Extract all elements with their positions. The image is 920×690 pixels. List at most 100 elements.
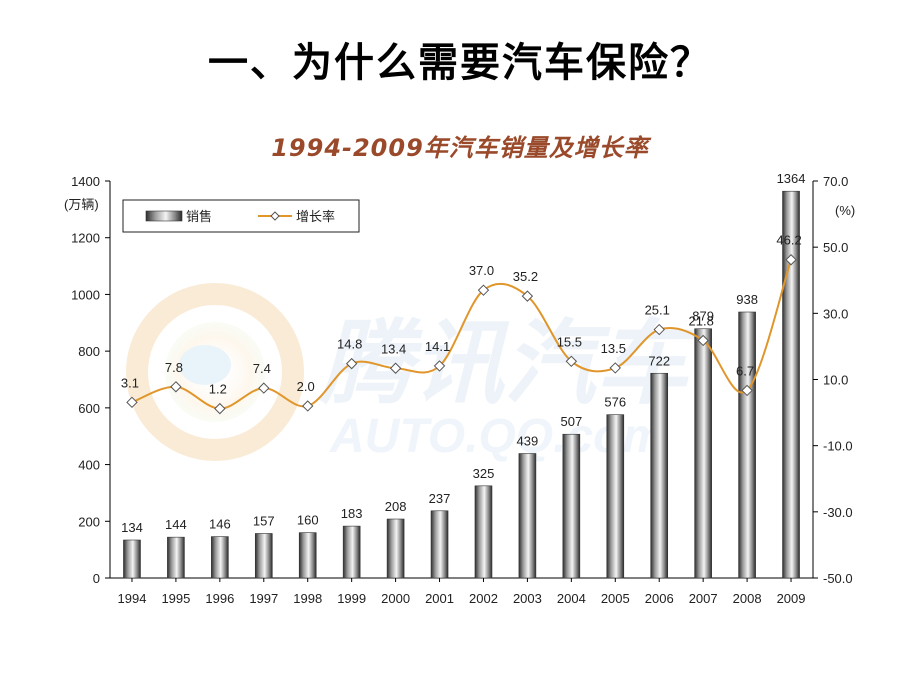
x-tick-label: 1999 <box>337 591 366 606</box>
legend-bar-label: 销售 <box>186 209 212 224</box>
x-tick-label: 2005 <box>601 591 630 606</box>
growth-rate-marker <box>609 362 621 374</box>
bar <box>167 536 185 579</box>
bar-series <box>123 190 800 579</box>
growth-rate-marker <box>433 360 446 372</box>
bar <box>694 328 712 579</box>
right-axis-unit: (%) <box>835 203 855 218</box>
legend-bar-swatch <box>145 210 183 222</box>
bar-value-label: 1364 <box>777 171 806 186</box>
legend: 销售 增长率 <box>122 199 360 233</box>
bar <box>298 532 317 579</box>
growth-rate-marker <box>653 323 665 336</box>
growth-rate-label: 13.5 <box>601 341 626 356</box>
bar <box>738 311 756 579</box>
growth-rate-label: 13.4 <box>381 341 406 356</box>
growth-rate-marker <box>170 381 182 393</box>
bar-value-label: 507 <box>560 414 582 429</box>
line-series <box>126 254 797 415</box>
growth-rate-marker <box>741 384 753 397</box>
bar-value-label: 879 <box>692 309 714 324</box>
left-tick-label: 1200 <box>71 231 100 246</box>
bar-value-label: 134 <box>121 520 143 535</box>
x-tick-label: 2008 <box>733 591 762 606</box>
chart-title: 1994-2009年汽车销量及增长率 <box>271 134 649 162</box>
growth-rate-label: 6.7 <box>736 363 754 378</box>
x-tick-label: 2002 <box>469 591 498 606</box>
bar-value-label: 439 <box>517 434 539 449</box>
bar-value-label: 144 <box>165 517 187 532</box>
bar <box>782 190 800 579</box>
right-axis-ticks: -50.0 -30.0 -10.0 10.0 30.0 50.0 70.0 <box>813 174 853 586</box>
bar <box>342 525 361 579</box>
x-tick-label: 1994 <box>118 591 147 606</box>
bar <box>650 372 669 579</box>
watermark-text-cn: 腾讯汽车 <box>319 313 699 415</box>
growth-rate-label: 2.0 <box>297 379 315 394</box>
growth-rate-label: 46.2 <box>776 233 801 248</box>
left-tick-label: 400 <box>78 458 100 473</box>
growth-rate-label: 14.8 <box>337 337 362 352</box>
bar <box>386 518 405 579</box>
legend-line-marker <box>270 211 280 221</box>
growth-rate-label: 21.8 <box>689 313 714 328</box>
growth-rate-label: 35.2 <box>513 269 538 284</box>
left-tick-label: 0 <box>93 571 100 586</box>
growth-rate-label: 7.8 <box>165 360 183 375</box>
bar <box>254 533 273 579</box>
growth-rate-label: 3.1 <box>121 375 139 390</box>
bar-value-label: 160 <box>297 513 319 528</box>
bar-value-label: 722 <box>648 353 670 368</box>
growth-rate-label: 7.4 <box>253 361 271 376</box>
legend-line-label: 增长率 <box>296 209 335 224</box>
growth-rate-marker <box>258 382 270 394</box>
growth-rate-label: 37.0 <box>469 263 494 278</box>
bar <box>518 453 537 579</box>
right-tick-label: 70.0 <box>823 174 848 189</box>
left-tick-label: 1000 <box>71 287 100 302</box>
growth-rate-marker <box>389 362 402 374</box>
bar-value-label: 146 <box>209 517 231 532</box>
growth-rate-marker <box>345 357 358 370</box>
bar <box>211 536 229 579</box>
watermark-logo-ring <box>126 283 304 461</box>
bar-value-label: 576 <box>604 395 626 410</box>
left-tick-label: 600 <box>78 401 100 416</box>
growth-rate-marker <box>565 355 578 368</box>
x-tick-label: 1995 <box>161 591 190 606</box>
x-tick-label: 1996 <box>205 591 234 606</box>
bar-value-label: 237 <box>429 491 451 506</box>
bar-data-labels: 134 144 146 157 160 183 208 237 325 439 507 576 722 8… <box>121 171 805 535</box>
right-tick-label: 50.0 <box>823 240 848 255</box>
right-tick-label: -30.0 <box>823 505 853 520</box>
right-tick-label: -50.0 <box>823 571 853 586</box>
right-tick-label: 10.0 <box>823 373 848 388</box>
x-tick-label: 2000 <box>381 591 410 606</box>
bar <box>123 539 141 579</box>
right-tick-label: 30.0 <box>823 306 848 321</box>
x-tick-label: 2004 <box>557 591 586 606</box>
bar <box>606 414 625 579</box>
bar <box>474 485 493 579</box>
growth-rate-marker <box>697 334 709 347</box>
left-tick-label: 800 <box>78 344 100 359</box>
growth-rate-marker <box>785 254 797 266</box>
growth-rate-marker <box>521 290 534 302</box>
left-axis-ticks: 0 200 400 600 800 1000 1200 1400 <box>71 174 110 586</box>
x-axis-labels: 1994 1995 1996 1997 1998 1999 2000 2001 2002 2003… <box>118 578 805 606</box>
growth-rate-marker <box>302 400 314 412</box>
growth-rate-marker <box>214 402 226 415</box>
left-axis-unit: (万辆) <box>64 197 99 212</box>
right-tick-label: -10.0 <box>823 439 853 454</box>
bar-value-label: 938 <box>736 292 758 307</box>
bar-value-label: 208 <box>385 499 407 514</box>
left-tick-label: 1400 <box>71 174 100 189</box>
line-data-labels: 3.1 7.8 1.2 7.4 2.0 14.8 13.4 14.1 37.0 35.2 15.5 1… <box>121 233 802 397</box>
x-tick-label: 1997 <box>249 591 278 606</box>
slide-title: 一、为什么需要汽车保险？ <box>208 40 712 86</box>
x-tick-label: 2007 <box>689 591 718 606</box>
bar <box>562 433 581 579</box>
growth-rate-label: 15.5 <box>557 334 582 349</box>
growth-rate-marker <box>477 284 490 296</box>
